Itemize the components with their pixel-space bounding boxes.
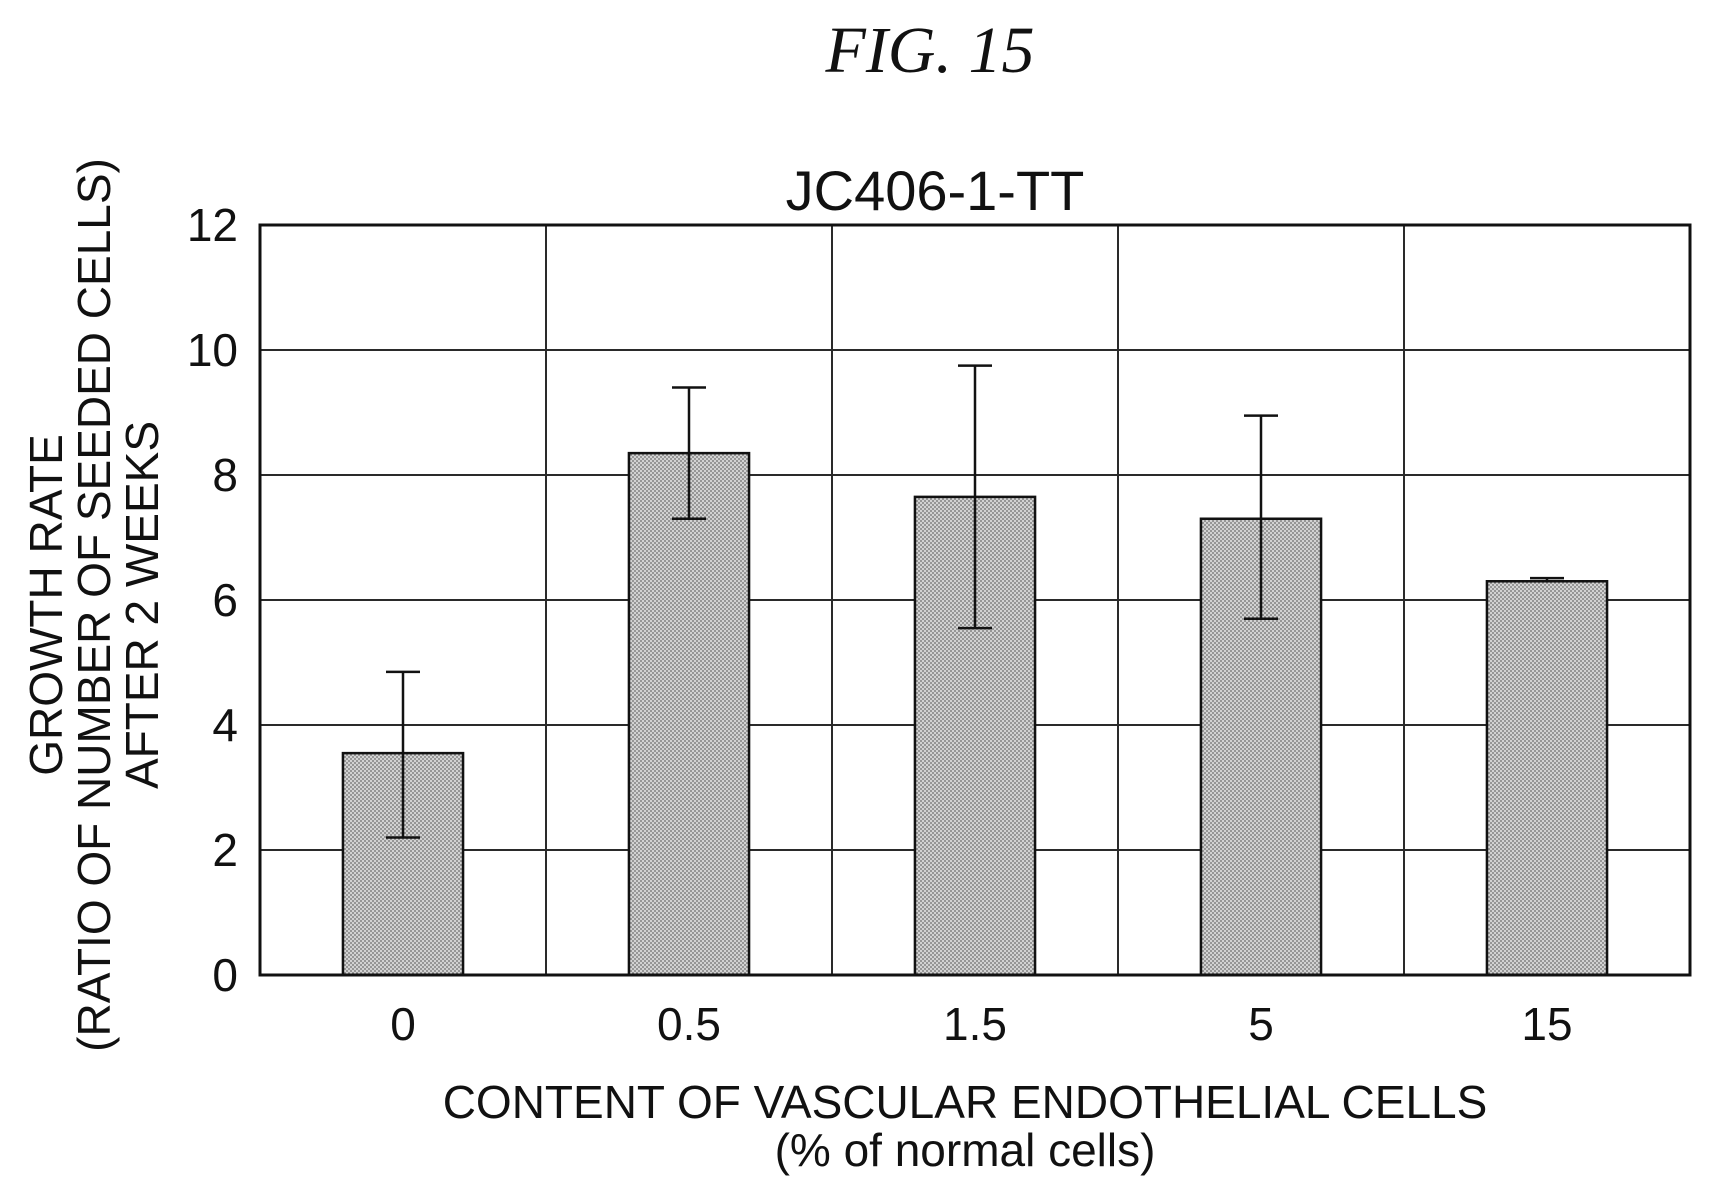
error-bar: [672, 386, 706, 520]
bar: [1485, 580, 1609, 977]
plot-frame: [258, 223, 1692, 977]
y-axis-label-line-1: GROWTH RATE: [20, 434, 72, 776]
x-tick-label: 15: [1521, 998, 1572, 1050]
x-axis-label-line-2: (% of normal cells): [775, 1124, 1156, 1176]
y-tick-label: 2: [212, 824, 238, 876]
y-axis-label-line-2: (RATIO OF NUMBER OF SEEDED CELLS): [68, 158, 120, 1052]
x-tick-label: 1.5: [943, 998, 1007, 1050]
y-tick-label: 10: [187, 324, 238, 376]
y-tick-label: 4: [212, 699, 238, 751]
x-tick-label: 0: [390, 998, 416, 1050]
x-tick-labels: 0 0.5 1.5 5 15: [390, 998, 1572, 1050]
chart-title: JC406-1-TT: [786, 159, 1085, 222]
error-bars: [386, 364, 1564, 839]
x-axis-label-line-1: CONTENT OF VASCULAR ENDOTHELIAL CELLS: [443, 1076, 1488, 1128]
x-tick-label: 5: [1248, 998, 1274, 1050]
y-tick-label: 6: [212, 574, 238, 626]
x-tick-label: 0.5: [657, 998, 721, 1050]
y-tick-label: 0: [212, 949, 238, 1001]
y-axis-label-line-3: AFTER 2 WEEKS: [116, 421, 168, 789]
y-tick-labels: 0 2 4 6 8 10 12: [187, 199, 238, 1001]
y-tick-label: 12: [187, 199, 238, 251]
error-bar: [1530, 576, 1564, 583]
bar: [627, 451, 751, 977]
error-bar: [1244, 414, 1278, 620]
error-bar: [386, 670, 420, 839]
error-bar: [958, 364, 992, 630]
figure-label: FIG. 15: [825, 14, 1035, 87]
y-tick-label: 8: [212, 449, 238, 501]
